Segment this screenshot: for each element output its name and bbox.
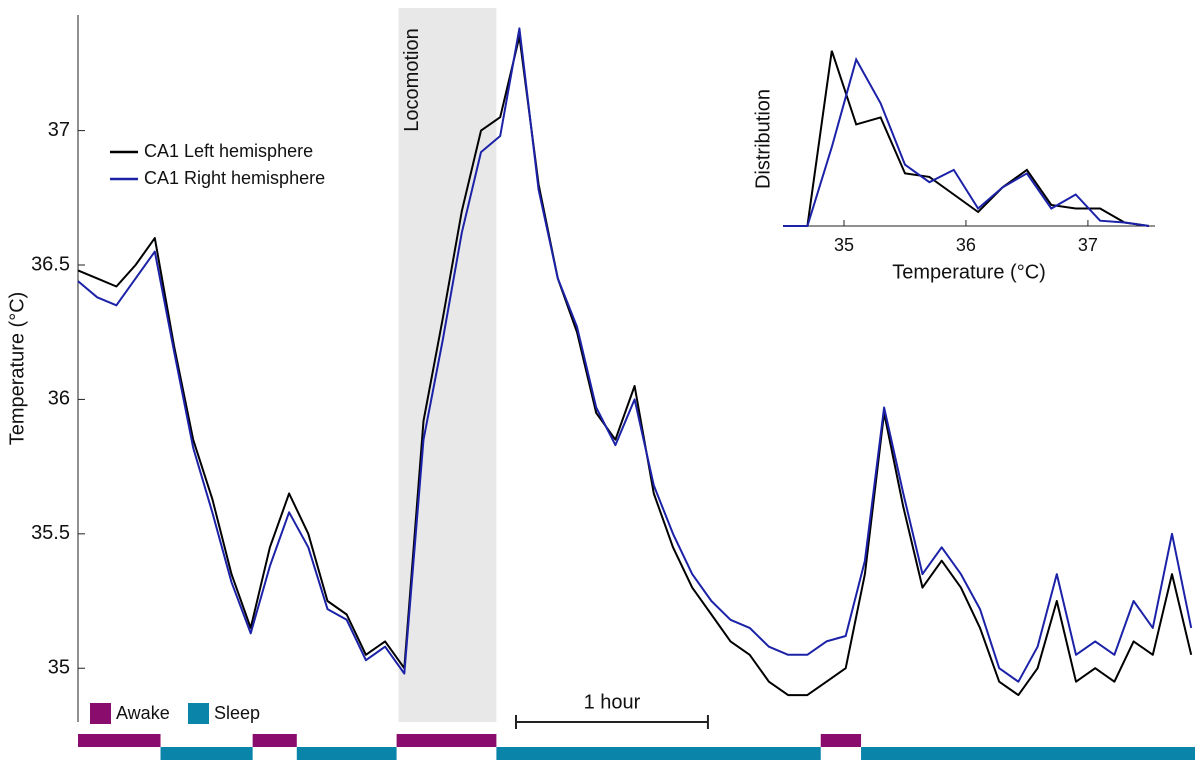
state-legend-swatch [90,703,111,724]
state-segment [396,734,497,747]
scale-bar [515,715,709,729]
state-legend-label: Awake [116,703,170,723]
y-tick-label: 36 [48,388,70,410]
state-segment [820,734,862,747]
inset-x-axis-label: Temperature (°C) [892,261,1046,283]
shaded-region [398,8,497,722]
inset-x-tick-label: 36 [956,235,976,255]
inset-x-tick-label: 37 [1078,235,1098,255]
y-tick-label: 36.5 [31,253,70,275]
y-tick-label: 35.5 [31,522,70,544]
scale-bar-label: 1 hour [584,691,641,713]
state-segment [78,734,161,747]
legend-label: CA1 Left hemisphere [144,141,313,161]
state-segment [496,747,821,760]
y-tick-label: 35 [48,657,70,679]
line [77,35,1193,697]
inset-y-axis-label: Distribution [752,89,774,189]
legend-label: CA1 Right hemisphere [144,168,325,188]
y-tick-label: 37 [48,119,70,141]
line [77,27,1193,683]
state-segment [160,747,253,760]
state-legend-label: Sleep [214,703,260,723]
inset-x-tick-label: 35 [834,235,854,255]
inset-line [783,56,1150,227]
state-segment [252,734,297,747]
state-segment [861,747,1195,760]
y-axis-label: Temperature (°C) [6,292,28,446]
state-segment [296,747,397,760]
inset-line [783,50,1150,227]
state-legend-swatch [188,703,209,724]
region-label: Locomotion [401,28,423,131]
